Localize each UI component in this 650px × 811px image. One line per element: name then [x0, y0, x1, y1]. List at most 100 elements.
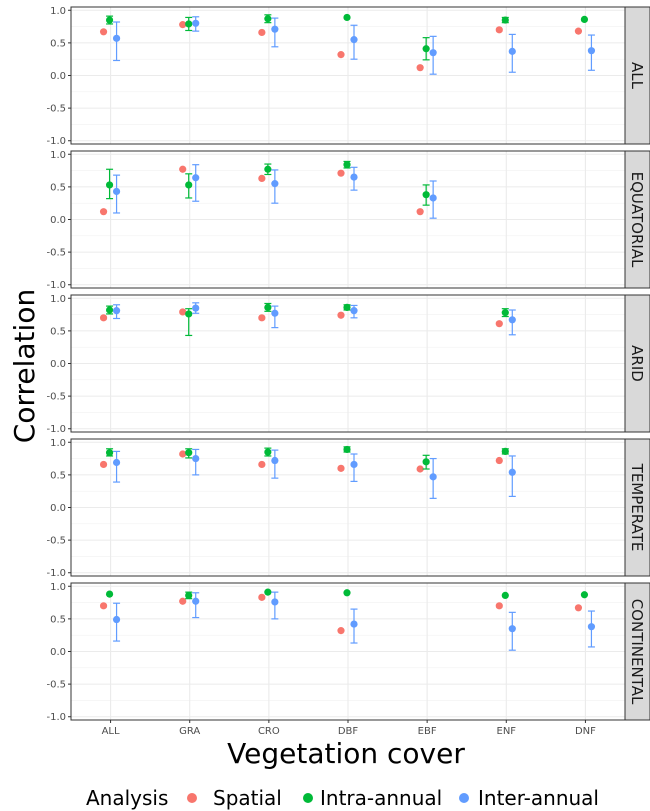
data-point [179, 450, 187, 458]
data-point [105, 590, 114, 598]
y-tick-label: 1.0 [50, 6, 66, 17]
data-point [271, 180, 279, 188]
series-spatial [99, 450, 503, 473]
data-point [271, 25, 279, 33]
y-tick-label: -1.0 [46, 280, 66, 291]
y-tick-label: -0.5 [46, 536, 66, 547]
y-tick-label: 0.0 [50, 71, 66, 82]
y-tick-label: 0.5 [50, 614, 66, 625]
data-point [587, 623, 596, 631]
data-point [350, 36, 358, 44]
data-point [508, 316, 516, 324]
legend-key-spatial [187, 793, 197, 803]
facet-strip-label: EQUATORIAL [628, 172, 646, 268]
data-point [99, 314, 108, 322]
series-intra-annual [105, 302, 509, 337]
data-point [99, 28, 108, 36]
data-point [271, 598, 279, 606]
y-tick-label: 0.5 [50, 38, 66, 49]
data-point [580, 15, 589, 23]
data-point [271, 456, 279, 465]
data-point [258, 314, 266, 322]
y-tick-label: 0.5 [50, 470, 66, 481]
data-point [350, 173, 358, 181]
x-tick-label: EBF [418, 726, 437, 737]
data-point [99, 460, 108, 469]
y-tick-label: -0.5 [46, 392, 66, 403]
y-tick-label: 1.0 [50, 438, 66, 449]
legend-label-intra-annual: Intra-annual [320, 786, 442, 810]
data-point [508, 625, 516, 633]
error-bar [113, 450, 121, 483]
y-tick-label: 0.5 [50, 326, 66, 337]
facet-strip [624, 582, 650, 721]
y-tick-label: 1.0 [50, 582, 66, 593]
facet-strip [624, 6, 650, 145]
data-point [192, 174, 200, 182]
series-spatial [99, 593, 583, 635]
series-inter-annual [112, 16, 596, 75]
panel-arid: -1.0 -0.5 0.0 0.5 1.0 ARID [46, 294, 650, 435]
data-point [258, 593, 266, 601]
data-point [343, 13, 351, 22]
facet-strip [624, 438, 650, 577]
data-point [416, 208, 424, 216]
data-point [422, 458, 430, 466]
y-tick-label: -0.5 [46, 680, 66, 691]
data-point [264, 588, 272, 596]
data-point [587, 47, 596, 55]
series-spatial [99, 165, 424, 216]
data-point [337, 627, 345, 635]
data-point [574, 27, 583, 35]
data-point [105, 449, 114, 457]
data-point [422, 191, 430, 199]
data-point [501, 447, 509, 455]
data-point [495, 320, 503, 328]
y-tick-label: 0.0 [50, 647, 66, 658]
data-point [350, 460, 358, 469]
y-tick-label: -0.5 [46, 248, 66, 259]
data-point [343, 161, 351, 169]
data-point [501, 309, 509, 317]
data-point [192, 454, 200, 463]
data-point [185, 310, 193, 318]
series-intra-annual [105, 445, 509, 470]
data-point [105, 181, 114, 189]
y-tick-label: -1.0 [46, 136, 66, 147]
y-tick-label: 0.0 [50, 503, 66, 514]
data-point [179, 165, 187, 173]
data-point [422, 45, 430, 53]
data-point [429, 49, 437, 57]
data-point [112, 307, 121, 315]
data-point [508, 47, 516, 55]
x-tick-label: GRA [179, 726, 200, 737]
facet-strip-label: ALL [628, 62, 646, 90]
data-point [112, 615, 121, 624]
facet-strip [624, 150, 650, 289]
x-tick-label: ALL [102, 726, 120, 737]
y-tick-label: -0.5 [46, 104, 66, 115]
facet-panels: -1.0 -0.5 0.0 0.5 1.0 ALL -1.0 -0.5 0.0 0.5 1.0 EQU… [46, 6, 650, 723]
x-tick-label: ENF [497, 726, 517, 737]
data-point [179, 597, 187, 605]
y-axis-title: Correlation [8, 289, 41, 443]
x-axis-title: Vegetation cover [227, 737, 465, 770]
data-point [264, 448, 272, 456]
y-tick-label: 0.0 [50, 215, 66, 226]
panel-continental: -1.0 -0.5 0.0 0.5 1.0 CONTINENTAL [46, 582, 650, 723]
series-spatial [99, 308, 503, 328]
data-point [508, 468, 516, 476]
data-point [179, 21, 187, 29]
y-tick-label: -1.0 [46, 568, 66, 579]
y-tick-label: 1.0 [50, 150, 66, 161]
legend-entry-spatial: Spatial [187, 786, 282, 810]
data-point [501, 591, 509, 599]
data-point [343, 445, 351, 454]
x-tick-label: DNF [575, 726, 596, 737]
data-point [264, 15, 272, 23]
series-inter-annual [112, 302, 516, 336]
series-inter-annual [112, 164, 437, 219]
facet-strip [624, 294, 650, 433]
data-point [112, 34, 121, 42]
facet-strip-label: CONTINENTAL [628, 599, 646, 705]
